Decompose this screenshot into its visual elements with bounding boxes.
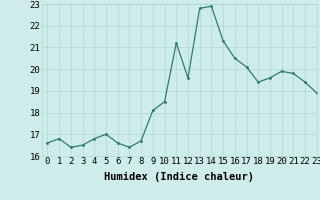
X-axis label: Humidex (Indice chaleur): Humidex (Indice chaleur): [104, 172, 254, 182]
